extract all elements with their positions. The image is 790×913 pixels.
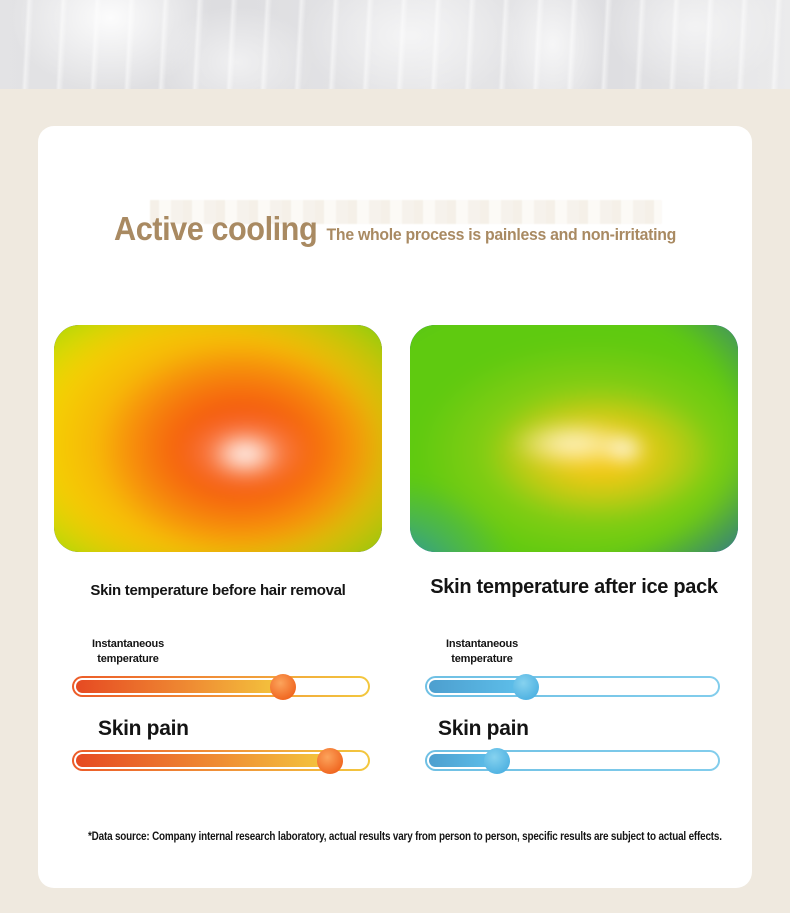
pain-label-before: Skin pain bbox=[98, 717, 189, 740]
pain-slider-after[interactable] bbox=[425, 747, 720, 774]
page-subtitle: The whole process is painless and non-ir… bbox=[326, 225, 677, 244]
slider-track bbox=[427, 673, 718, 700]
slider-fill bbox=[429, 754, 499, 767]
slider-knob[interactable] bbox=[269, 673, 296, 700]
slider-knob[interactable] bbox=[316, 747, 343, 774]
temperature-slider-before[interactable] bbox=[72, 673, 370, 700]
temp-label-before: Instantaneous temperature bbox=[92, 638, 164, 665]
slider-knob[interactable] bbox=[512, 673, 539, 700]
slider-fill bbox=[429, 680, 528, 693]
thermal-image-after bbox=[410, 325, 738, 552]
pain-label-after: Skin pain bbox=[438, 717, 529, 740]
thermal-image-before bbox=[54, 325, 382, 552]
slider-fill bbox=[76, 680, 285, 693]
hot-heatmap-gradient bbox=[54, 325, 382, 552]
caption-after: Skin temperature after ice pack bbox=[430, 576, 718, 598]
thermal-comparison-row bbox=[54, 325, 738, 552]
content-card: Active cooling The whole process is pain… bbox=[38, 126, 752, 888]
slider-fill bbox=[76, 754, 332, 767]
page-title: Active cooling bbox=[114, 210, 318, 247]
watermark-band bbox=[150, 200, 662, 224]
header: Active cooling The whole process is pain… bbox=[63, 210, 727, 248]
slider-track bbox=[74, 747, 368, 774]
data-source-footnote: *Data source: Company internal research … bbox=[87, 831, 722, 843]
caption-before: Skin temperature before hair removal bbox=[90, 582, 346, 599]
pain-slider-before[interactable] bbox=[72, 747, 370, 774]
temp-label-after: Instantaneous temperature bbox=[446, 638, 518, 665]
slider-knob[interactable] bbox=[483, 747, 510, 774]
slider-track bbox=[74, 673, 368, 700]
slider-track bbox=[427, 747, 718, 774]
water-splash-image bbox=[0, 0, 790, 89]
temperature-slider-after[interactable] bbox=[425, 673, 720, 700]
cool-heatmap-gradient bbox=[410, 325, 738, 552]
